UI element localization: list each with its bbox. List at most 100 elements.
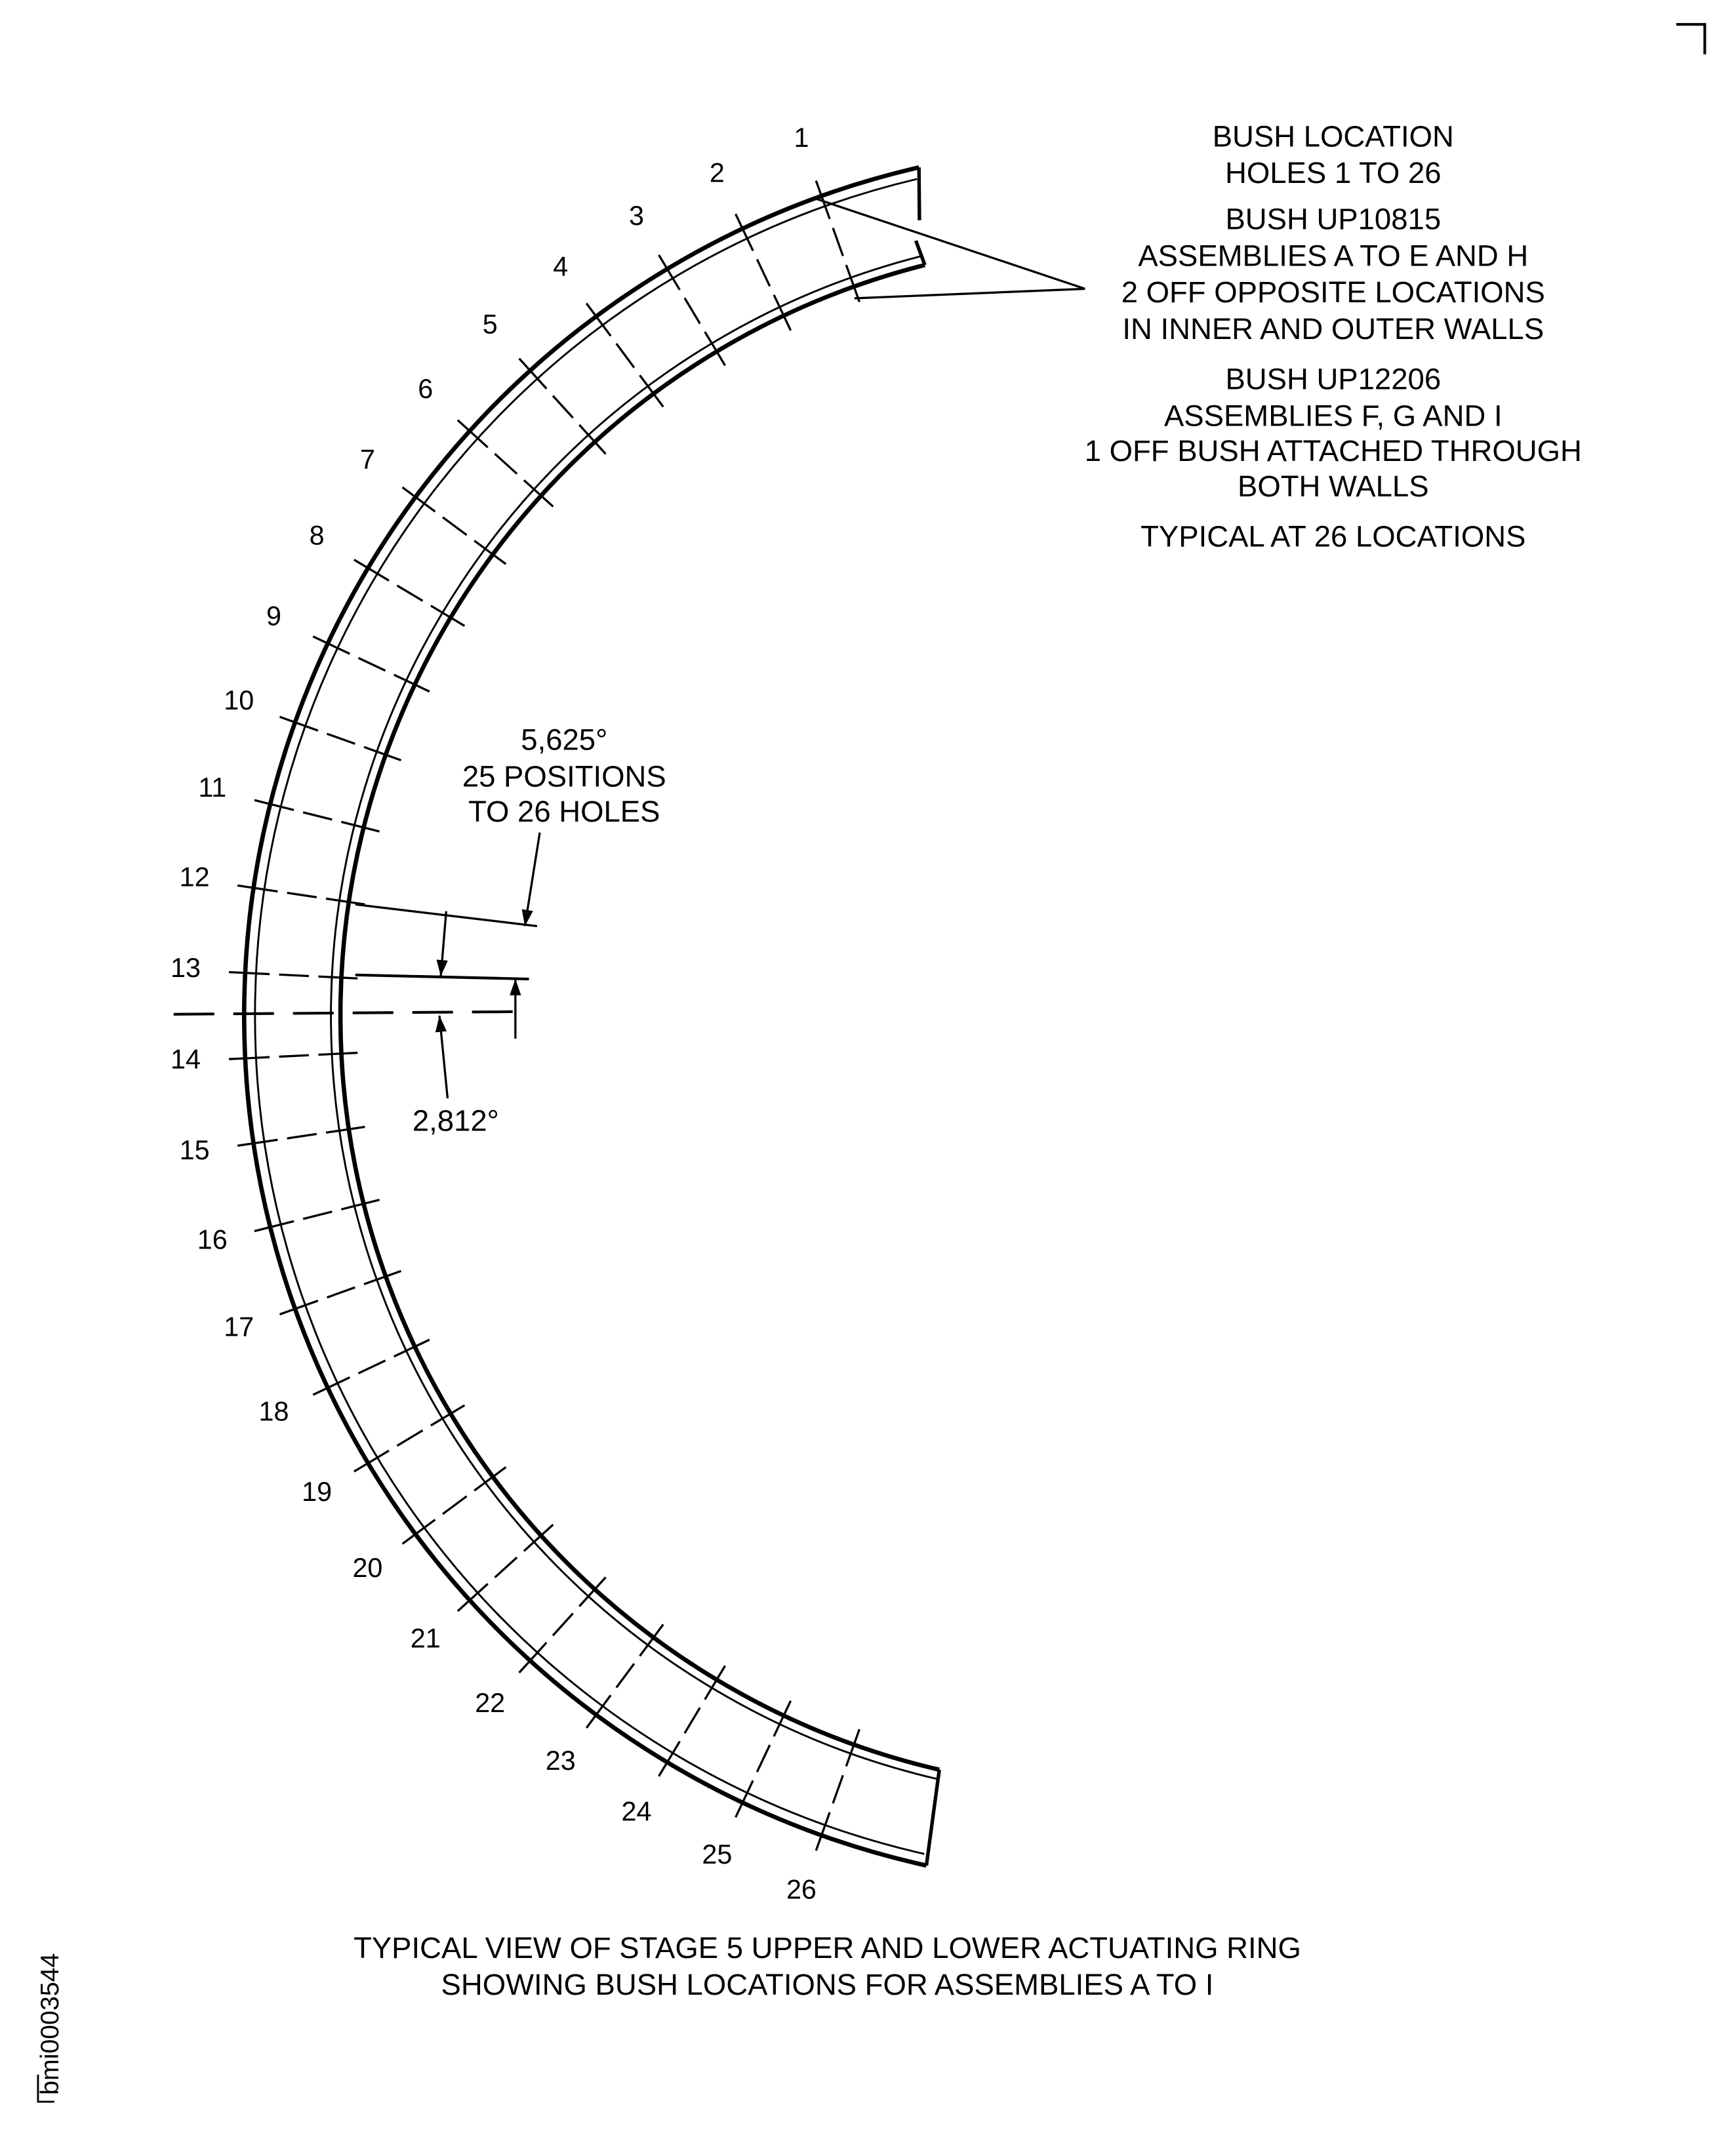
inner-wall-hole-tick [474,1466,507,1492]
inner-wall-hole-tick [363,746,402,761]
hole-number-label: 1 [794,123,809,153]
outer-wall-hole-tick [518,1641,548,1674]
inner-wall-hole-tick [704,1665,726,1700]
outer-wall-hole-tick [279,1300,319,1316]
outer-wall-hole-tick [585,1694,612,1729]
hole-centre-mark [494,1556,518,1578]
hole-centre-mark [615,1663,636,1688]
half-arrow-bottom [435,1015,449,1099]
hole-centre-mark [302,1210,333,1220]
note-line: ASSEMBLIES F, G AND I [1164,399,1503,432]
half-arrow-top [436,911,448,977]
hole-centre-mark [396,584,424,602]
inner-wall-hole-tick [393,1338,430,1358]
hole-number-label: 23 [546,1746,576,1776]
outer-wall-hole-tick [237,1138,278,1147]
notes-block: BUSH LOCATION HOLES 1 TO 26 BUSH UP10815… [1085,119,1582,553]
hole-centre-mark [832,227,844,256]
hole-centre-mark [756,258,771,287]
note-line: 2 OFF OPPOSITE LOCATIONS [1121,275,1545,309]
hole-number-label: 24 [622,1797,652,1827]
inner-wall-hole-tick [523,479,554,508]
spacing-arrow-top [521,832,541,927]
hole-number-label: 17 [224,1312,254,1342]
inner-wall-hole-tick [430,605,466,627]
caption-line-1: TYPICAL VIEW OF STAGE 5 UPPER AND LOWER … [353,1931,1301,1965]
figure-id: bmi0003544 [35,1953,64,2095]
hole-centre-mark [683,1707,701,1734]
leader-line-inner [854,287,1085,300]
ring-bottom-end [924,1769,941,1866]
note-line: BOTH WALLS [1238,469,1428,503]
inner-wall-hole-tick [845,1728,860,1767]
hole-centre-mark [832,1774,844,1804]
hole-centre-mark [683,297,701,325]
inner-wall-hole-tick [578,424,607,455]
outer-wall-inner-edge [254,178,925,1855]
hole-number-label: 15 [180,1135,210,1165]
hole-number-label: 7 [360,445,375,475]
hole-centre-mark [287,1132,317,1140]
inner-wall-hole-tick [639,1624,664,1657]
caption-line-2: SHOWING BUSH LOCATIONS FOR ASSEMBLIES A … [441,1968,1214,2001]
hole-number-label: 20 [352,1553,382,1583]
note-line: BUSH LOCATION [1213,119,1454,153]
spacing-positions-label: 25 POSITIONS [462,759,666,793]
hole-number-label: 26 [786,1874,817,1904]
hole-number-label: 8 [310,520,325,550]
hole-centre-mark [302,811,333,821]
outer-wall-hole-tick [658,1740,681,1777]
inner-wall-outer-edge [330,254,938,1780]
outer-wall-hole-tick [312,635,351,655]
note-line: ASSEMBLIES A TO E AND H [1138,239,1528,272]
hole-number-label: 9 [266,601,281,631]
hole-centre-mark [287,892,317,898]
inner-wall-hole-tick [845,264,860,303]
centre-line [173,1010,532,1016]
hole-number-label: 14 [171,1044,201,1074]
outer-wall-hole-tick [456,419,489,449]
inner-wall-hole-tick [318,1051,358,1056]
hole-number-label: 25 [702,1839,732,1869]
half-spacing-label: 2,812° [413,1104,499,1138]
hole-number-label: 2 [710,157,725,188]
note-line: IN INNER AND OUTER WALLS [1122,312,1544,346]
outer-wall-hole-tick [353,1449,390,1473]
hole-ticks [229,180,860,1851]
corner-mark [1676,23,1706,54]
inner-wall-hole-tick [773,1700,792,1737]
hole-labels: 1234567891011121314151617181920212223242… [171,123,817,1904]
outer-wall-hole-tick [735,213,754,252]
hole-centre-mark [442,1495,468,1515]
hole-number-label: 3 [629,201,644,231]
hole-number-label: 6 [418,374,433,404]
outer-wall-hole-tick [312,1376,351,1396]
hole-number-label: 10 [224,685,254,715]
outer-wall-hole-tick [353,559,390,582]
hole-centre-mark [552,395,574,419]
note-line: HOLES 1 TO 26 [1225,156,1442,190]
hole-centre-mark [615,343,636,369]
hole-centre-mark [552,1612,574,1637]
outer-wall-hole-tick [658,254,681,290]
outer-wall-hole-tick [518,357,548,389]
hole-number-label: 11 [198,772,226,803]
inner-wall-hole-tick [340,1199,380,1210]
hole-number-label: 5 [483,310,498,340]
dimension-annotations: 5,625° 25 POSITIONS TO 26 HOLES 2,812° [173,723,666,1138]
hole-number-label: 22 [475,1688,505,1718]
actuating-ring [241,165,941,1868]
figure-id-bracket [37,2074,54,2103]
hole-number-label: 18 [258,1396,289,1426]
inner-wall-hole-tick [639,374,664,408]
inner-wall-hole-tick [704,331,726,367]
outer-wall-hole-tick [229,1056,270,1060]
outer-wall-hole-tick [401,1519,436,1545]
hole-13-extension [355,973,529,981]
hole-centre-mark [396,1429,424,1447]
outer-wall-hole-tick [254,1220,294,1233]
hole-centre-mark [326,1286,355,1299]
hole-number-label: 21 [411,1623,441,1653]
note-line: TYPICAL AT 26 LOCATIONS [1141,519,1525,553]
